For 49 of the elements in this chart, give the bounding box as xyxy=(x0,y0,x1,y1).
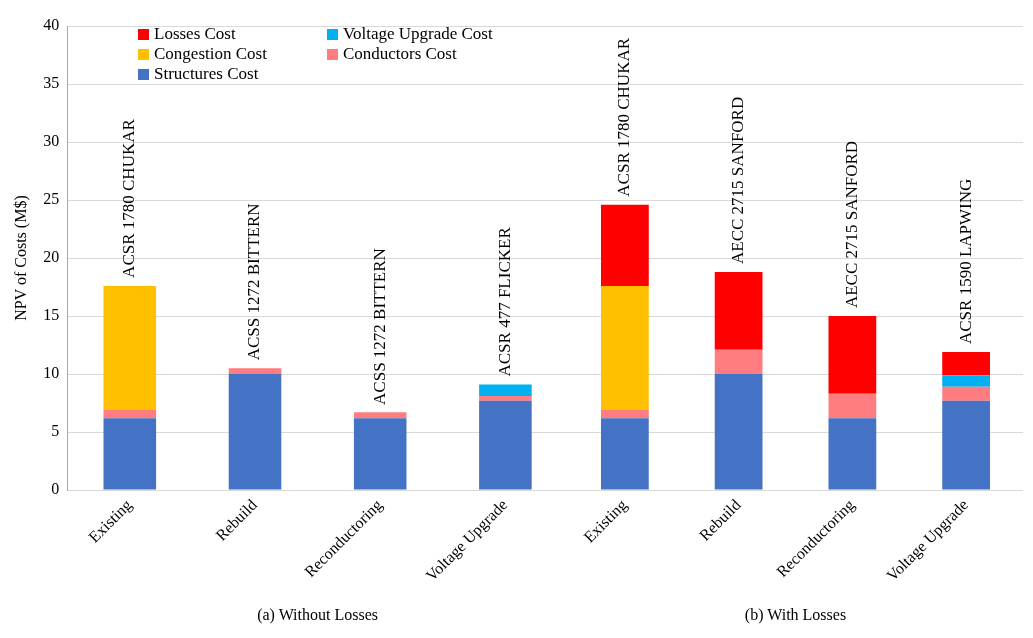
annotation: AECC 2715 SANFORD xyxy=(728,96,748,264)
x-axis-title: (b) With Losses xyxy=(744,605,847,624)
y-axis-title: NPV of Costs (M$) xyxy=(11,195,30,321)
legend-label: Voltage Upgrade Cost xyxy=(342,24,493,44)
y-tick-label: 10 xyxy=(43,364,60,382)
annotation: ACSR 1590 LAPWING xyxy=(955,178,975,345)
legend-label: Structures Cost xyxy=(154,64,259,84)
bar xyxy=(600,285,649,411)
annotation: AECC 2715 SANFORD xyxy=(841,140,861,309)
annotation: ACSR 1780 CHUKAR xyxy=(614,37,634,197)
x-axis-title: (a) Without Losses xyxy=(257,605,379,624)
bar xyxy=(479,396,532,401)
bar xyxy=(828,418,877,490)
y-tick-label: 35 xyxy=(43,74,60,92)
bar xyxy=(228,374,282,490)
bar xyxy=(600,204,649,286)
y-tick-label: 25 xyxy=(43,190,60,208)
bar xyxy=(714,349,763,375)
bar xyxy=(228,368,282,375)
bar xyxy=(600,418,649,490)
bar xyxy=(942,352,991,376)
legend-label: Conductors Cost xyxy=(342,44,457,64)
y-tick-label: 15 xyxy=(43,306,60,324)
annotation: ACSS 1272 BITTERN xyxy=(244,203,264,361)
annotation: ACSS 1272 BITTERN xyxy=(369,248,389,405)
bar xyxy=(942,400,991,490)
bar xyxy=(479,400,532,490)
bar xyxy=(600,410,649,419)
legend-label: Losses Cost xyxy=(154,24,236,44)
bar xyxy=(828,393,877,419)
bar xyxy=(942,386,991,401)
bar xyxy=(103,410,157,419)
bar xyxy=(353,418,407,490)
annotation: ACSR 1780 CHUKAR xyxy=(119,118,139,278)
bar xyxy=(103,418,157,490)
annotation: ACSR 477 FLICKER xyxy=(494,226,514,377)
y-tick-label: 5 xyxy=(51,422,60,440)
y-tick-label: 0 xyxy=(51,480,60,498)
bar xyxy=(714,374,763,490)
y-tick-label: 30 xyxy=(43,132,60,150)
y-tick-label: 20 xyxy=(43,248,60,266)
bar xyxy=(942,375,991,387)
legend-label: Congestion Cost xyxy=(154,44,267,64)
bar xyxy=(103,285,157,411)
bar xyxy=(828,316,877,394)
bar xyxy=(714,271,763,350)
bar xyxy=(353,412,407,419)
bar xyxy=(479,384,532,397)
y-tick-label: 40 xyxy=(43,16,60,34)
